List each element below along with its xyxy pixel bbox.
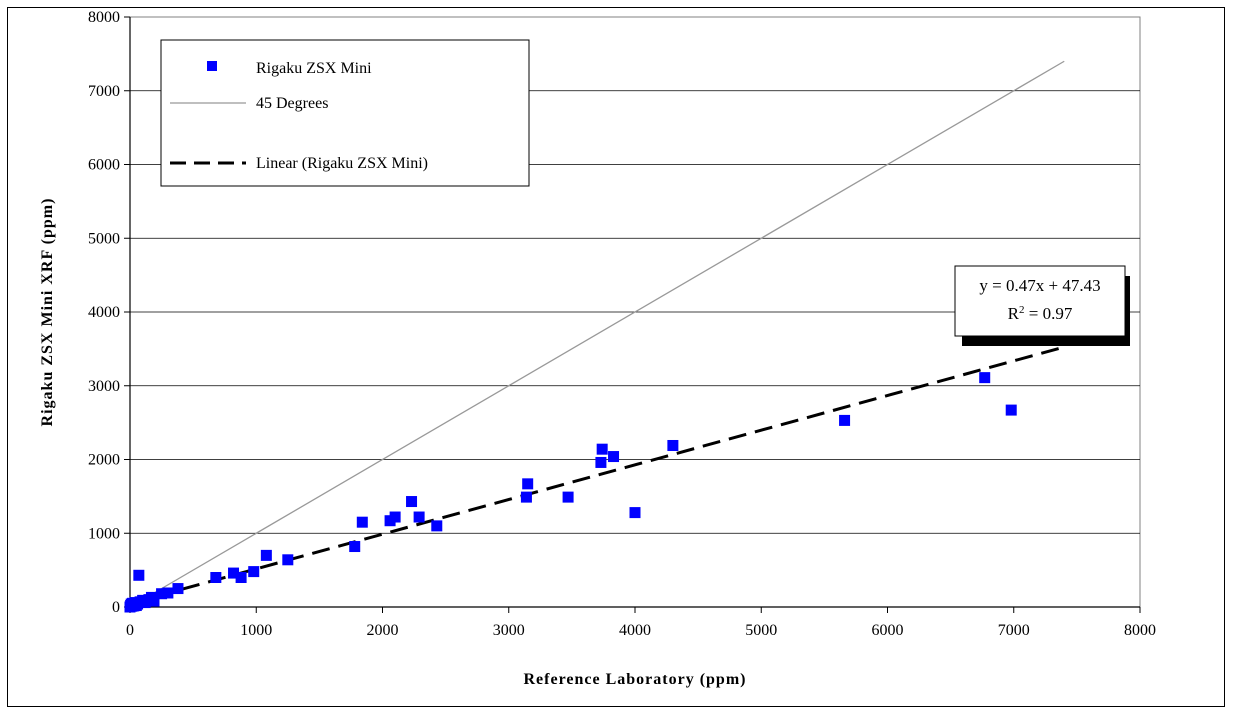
scatter-chart: 0 1000 2000 3000 4000 5000 6000 7000 8000 0 1000 2… bbox=[39, 9, 1156, 688]
trendline-equation: y = 0.47x + 47.43 bbox=[979, 276, 1100, 295]
r-squared-label: R2 = 0.97 bbox=[1008, 304, 1073, 323]
y-tick-label: 4000 bbox=[88, 304, 120, 321]
x-tick-label: 8000 bbox=[1124, 622, 1156, 639]
data-point bbox=[608, 451, 620, 463]
series-line-45-degrees bbox=[129, 60, 1065, 608]
data-point bbox=[356, 516, 368, 528]
data-point bbox=[172, 583, 184, 595]
data-point bbox=[595, 456, 607, 468]
data-point bbox=[133, 569, 145, 581]
data-point bbox=[413, 511, 425, 523]
data-point bbox=[248, 566, 260, 578]
x-tick-label: 5000 bbox=[745, 622, 777, 639]
chart-area: 0 1000 2000 3000 4000 5000 6000 7000 8000 0 1000 2… bbox=[7, 7, 1225, 707]
y-tick-label: 0 bbox=[112, 599, 120, 616]
data-point bbox=[349, 541, 361, 553]
data-point bbox=[1005, 404, 1017, 416]
legend-marker-square bbox=[207, 61, 217, 71]
equation-box bbox=[954, 265, 1126, 337]
data-point bbox=[406, 496, 418, 508]
y-tick-label: 5000 bbox=[88, 230, 120, 247]
y-tick-label: 6000 bbox=[88, 157, 120, 174]
data-point bbox=[148, 595, 160, 607]
data-point bbox=[667, 439, 679, 451]
y-axis-title: Rigaku ZSX Mini XRF (ppm) bbox=[39, 198, 56, 427]
legend-label-45: 45 Degrees bbox=[256, 95, 328, 112]
data-point bbox=[431, 520, 443, 532]
y-tick-label: 7000 bbox=[88, 83, 120, 100]
y-tick-label: 2000 bbox=[88, 452, 120, 469]
y-tick-label: 1000 bbox=[88, 525, 120, 542]
data-point bbox=[562, 491, 574, 503]
x-axis-title: Reference Laboratory (ppm) bbox=[524, 671, 747, 688]
data-point bbox=[235, 572, 247, 583]
data-point bbox=[629, 507, 641, 519]
x-tick-label: 2000 bbox=[367, 622, 399, 639]
data-point bbox=[260, 549, 272, 561]
gridlines bbox=[130, 90, 1140, 534]
y-tick-label: 8000 bbox=[88, 9, 120, 26]
data-point bbox=[228, 567, 240, 579]
legend-label-trend: Linear (Rigaku ZSX Mini) bbox=[256, 155, 428, 172]
data-point bbox=[839, 414, 851, 426]
x-tick-label: 3000 bbox=[493, 622, 525, 639]
legend-label-series: Rigaku ZSX Mini bbox=[256, 60, 372, 77]
data-point bbox=[156, 588, 168, 600]
x-tick-label: 0 bbox=[126, 622, 134, 639]
data-point bbox=[162, 587, 174, 599]
x-tick-label: 4000 bbox=[619, 622, 651, 639]
data-point bbox=[979, 372, 991, 384]
data-point bbox=[282, 554, 294, 566]
y-axis-ticks: 0 1000 2000 3000 4000 5000 6000 7000 8000 bbox=[88, 9, 131, 616]
x-tick-label: 6000 bbox=[872, 622, 904, 639]
data-point bbox=[389, 511, 401, 523]
data-point bbox=[520, 491, 532, 503]
legend: Rigaku ZSX Mini 45 Degrees Linear (Rigak… bbox=[160, 39, 530, 187]
trendline-equation-box: y = 0.47x + 47.43 R2 = 0.97 bbox=[954, 265, 1130, 346]
x-tick-label: 1000 bbox=[240, 622, 272, 639]
data-point bbox=[522, 478, 534, 490]
data-point bbox=[596, 443, 608, 455]
x-tick-label: 7000 bbox=[998, 622, 1030, 639]
data-point bbox=[210, 572, 222, 583]
series-layer bbox=[124, 60, 1065, 613]
y-tick-label: 3000 bbox=[88, 378, 120, 395]
x-axis-ticks: 0 1000 2000 3000 4000 5000 6000 7000 8000 bbox=[126, 606, 1156, 639]
